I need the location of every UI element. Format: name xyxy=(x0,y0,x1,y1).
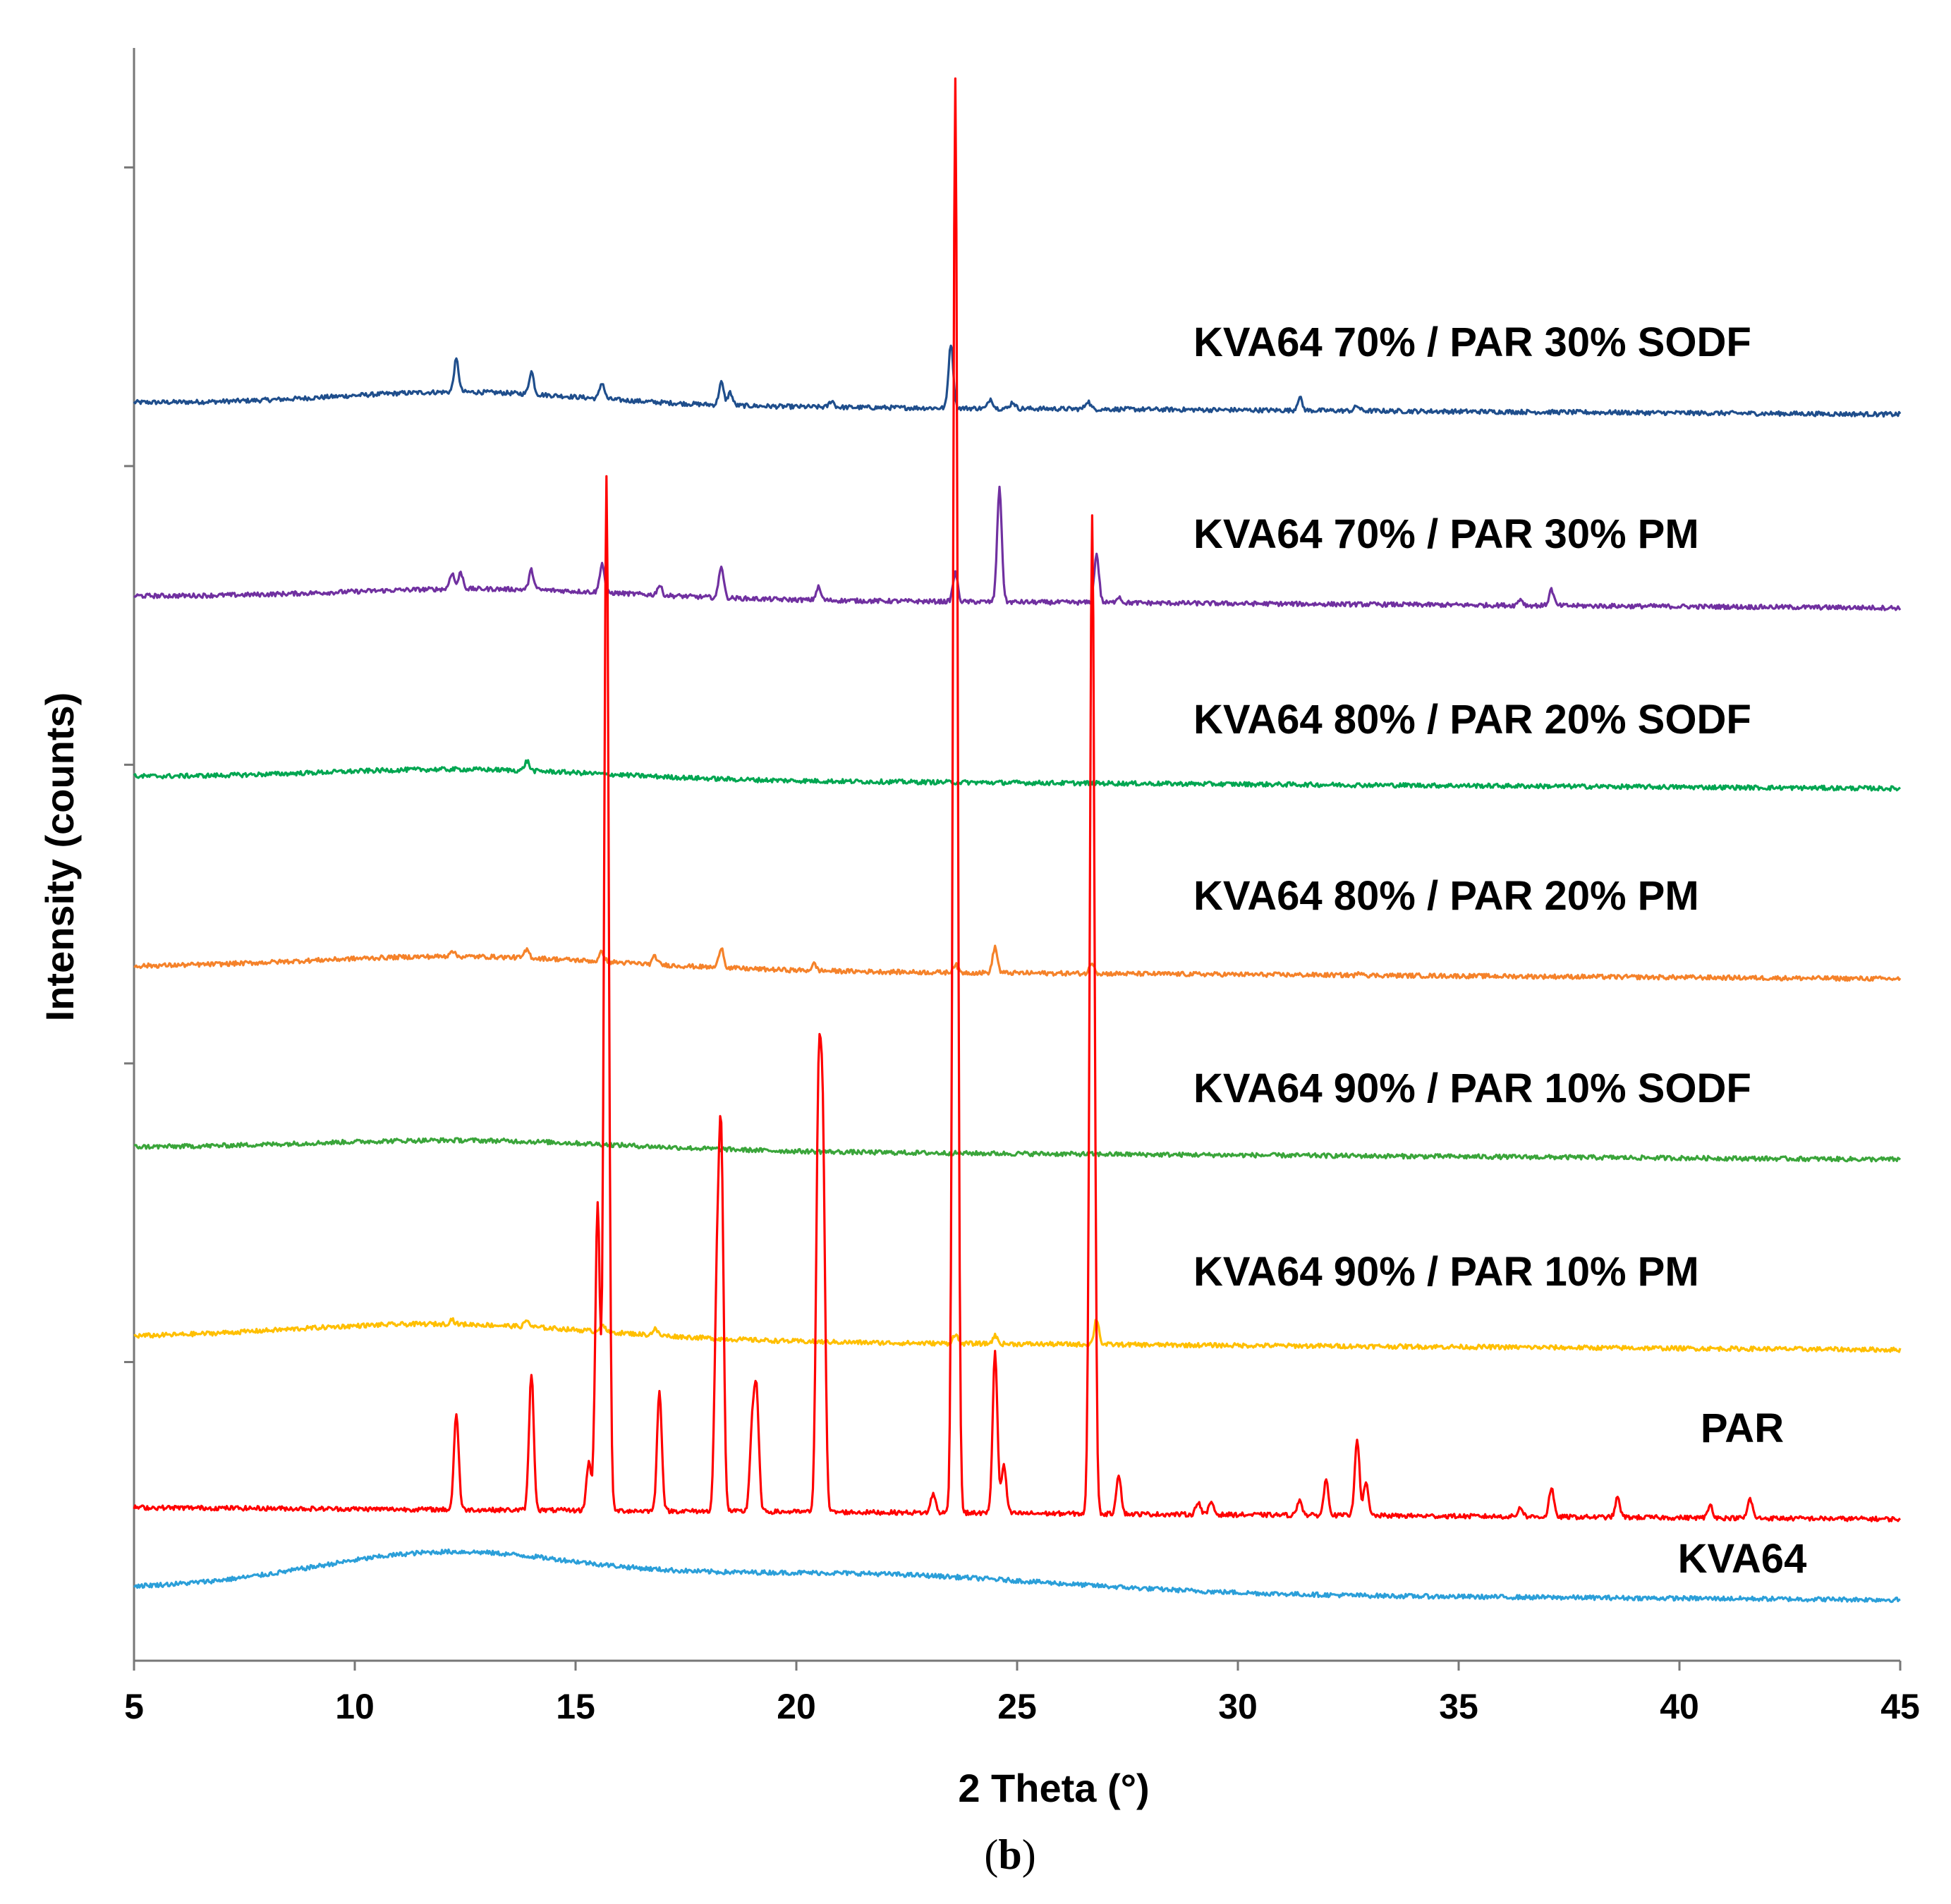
x-tick-label: 20 xyxy=(777,1687,816,1726)
axes: 5 10 15 20 25 30 35 40 45 xyxy=(124,48,1920,1726)
series-label: KVA64 70% / PAR 30% PM xyxy=(1193,511,1699,557)
x-tick-label: 35 xyxy=(1439,1687,1478,1726)
series-label: PAR xyxy=(1701,1405,1784,1451)
x-tick-label: 25 xyxy=(997,1687,1037,1726)
series-label: KVA64 90% / PAR 10% PM xyxy=(1193,1249,1699,1295)
labels-layer: KVA64 70% / PAR 30% SODF KVA64 70% / PAR … xyxy=(1193,319,1806,1582)
series-line-kva64-90-par-10-pm xyxy=(133,1317,1902,1353)
x-tick-label: 10 xyxy=(335,1687,375,1726)
series-line-kva64-90-par-10-sodf xyxy=(133,1137,1902,1163)
x-axis-title: 2 Theta (°) xyxy=(958,1766,1149,1810)
series-line-kva64 xyxy=(133,1548,1901,1604)
panel-letter: b xyxy=(998,1831,1021,1878)
series-line-par xyxy=(133,77,1902,1522)
x-tick-label: 5 xyxy=(124,1687,144,1726)
x-tick-label: 45 xyxy=(1880,1687,1920,1726)
series-label: KVA64 80% / PAR 20% SODF xyxy=(1193,697,1751,743)
x-tick-label: 15 xyxy=(556,1687,595,1726)
series-label: KVA64 70% / PAR 30% SODF xyxy=(1193,319,1751,365)
series-label: KVA64 xyxy=(1678,1536,1807,1582)
x-tick-label: 40 xyxy=(1660,1687,1699,1726)
series-line-kva64-70-par-30-sodf xyxy=(133,344,1902,418)
x-tick-label: 30 xyxy=(1218,1687,1258,1726)
series-layer xyxy=(133,77,1902,1604)
series-label: KVA64 90% / PAR 10% SODF xyxy=(1193,1066,1751,1111)
series-label: KVA64 80% / PAR 20% PM xyxy=(1193,873,1699,919)
y-axis-title: Intensity (counts) xyxy=(37,692,82,1022)
series-line-kva64-80-par-20-sodf xyxy=(133,759,1902,792)
series-line-kva64-80-par-20-pm xyxy=(133,944,1902,982)
series-line-kva64-70-par-30-pm xyxy=(133,485,1902,611)
panel-label: (b) xyxy=(984,1831,1035,1878)
